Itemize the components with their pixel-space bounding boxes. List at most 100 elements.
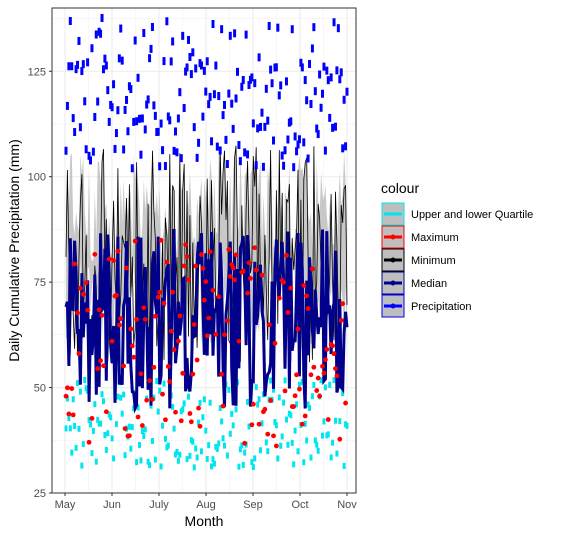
legend-item: Upper and lower Quartile — [381, 202, 533, 226]
maximum-point — [187, 411, 193, 416]
maximum-point — [176, 338, 181, 344]
maximum-point — [135, 414, 141, 420]
maximum-point — [75, 310, 80, 316]
maximum-point — [158, 237, 164, 243]
maximum-point — [294, 372, 299, 378]
maximum-point — [200, 266, 206, 271]
legend-label: Median — [411, 278, 447, 290]
maximum-point — [132, 238, 138, 244]
y-tick-label: 50 — [34, 383, 46, 395]
maximum-point — [191, 322, 197, 327]
maximum-point — [193, 263, 199, 269]
maximum-point — [204, 333, 210, 339]
y-tick-label: 25 — [34, 488, 46, 500]
maximum-point — [85, 307, 91, 313]
maximum-point — [266, 322, 272, 328]
maximum-point — [142, 317, 148, 322]
maximum-point — [171, 347, 177, 353]
maximum-point — [183, 242, 189, 248]
maximum-point — [99, 312, 105, 318]
maximum-point — [196, 405, 201, 411]
maximum-point — [161, 300, 167, 306]
maximum-point — [337, 436, 343, 442]
maximum-point — [305, 306, 311, 311]
maximum-point — [250, 401, 256, 407]
maximum-point — [317, 393, 323, 399]
legend-title: colour — [381, 180, 419, 196]
maximum-point — [291, 404, 297, 409]
maximum-point — [197, 423, 203, 429]
maximum-point — [333, 366, 338, 371]
maximum-point — [325, 417, 331, 422]
maximum-point — [288, 285, 294, 291]
y-tick-label: 75 — [34, 277, 46, 289]
maximum-point — [184, 254, 190, 260]
maximum-point — [253, 267, 259, 273]
maximum-point — [124, 265, 129, 271]
maximum-point — [129, 343, 135, 349]
maximum-point — [284, 252, 289, 258]
maximum-point — [186, 277, 191, 282]
maximum-point — [216, 294, 222, 300]
legend-key-point — [390, 234, 396, 240]
x-tick-label: Aug — [196, 499, 216, 511]
maximum-point — [314, 388, 320, 393]
maximum-point — [157, 289, 163, 295]
maximum-point — [268, 398, 274, 403]
maximum-point — [340, 301, 346, 307]
maximum-point — [95, 366, 101, 372]
maximum-point — [115, 248, 121, 254]
maximum-point — [72, 261, 78, 267]
maximum-point — [170, 289, 176, 295]
y-axis-title: Daily Cumulative Precipitation (mm) — [6, 139, 22, 362]
maximum-point — [246, 260, 252, 266]
maximum-point — [147, 378, 152, 383]
maximum-point — [299, 421, 305, 427]
maximum-point — [248, 275, 253, 281]
maximum-point — [180, 370, 186, 376]
maximum-point — [220, 403, 226, 409]
maximum-point — [66, 411, 72, 417]
maximum-point — [271, 433, 276, 439]
series-layer — [63, 13, 349, 471]
maximum-point — [111, 258, 116, 263]
maximum-point — [207, 249, 213, 255]
maximum-point — [109, 338, 115, 344]
maximum-point — [308, 372, 314, 378]
y-tick-label: 100 — [28, 172, 46, 184]
maximum-point — [103, 409, 109, 415]
maximum-point — [114, 292, 119, 298]
maximum-point — [297, 386, 302, 392]
maximum-point — [164, 259, 170, 265]
y-tick-label: 125 — [28, 66, 46, 78]
maximum-point — [273, 443, 279, 449]
maximum-point — [224, 318, 230, 324]
maximum-point — [310, 266, 315, 272]
maximum-point — [295, 326, 301, 332]
maximum-point — [96, 307, 102, 313]
maximum-point — [78, 285, 83, 291]
maximum-point — [106, 256, 112, 262]
x-tick-label: Sep — [243, 499, 263, 511]
maximum-point — [302, 413, 308, 419]
maximum-point — [210, 287, 216, 293]
maximum-point — [236, 338, 242, 344]
maximum-point — [155, 294, 161, 300]
maximum-point — [272, 340, 278, 346]
maximum-point — [320, 363, 325, 369]
legend-item: Precipitation — [381, 294, 472, 318]
maximum-point — [89, 415, 95, 421]
maximum-point — [122, 426, 128, 432]
x-axis-title: Month — [185, 513, 224, 529]
maximum-point — [282, 388, 288, 394]
maximum-point — [219, 371, 225, 377]
maximum-point — [292, 393, 298, 399]
maximum-point — [199, 252, 204, 257]
maximum-point — [222, 332, 227, 338]
maximum-point — [203, 279, 209, 285]
maximum-point — [330, 343, 335, 349]
legend-key-point — [390, 303, 396, 309]
maximum-point — [322, 357, 328, 363]
maximum-point — [259, 272, 265, 278]
